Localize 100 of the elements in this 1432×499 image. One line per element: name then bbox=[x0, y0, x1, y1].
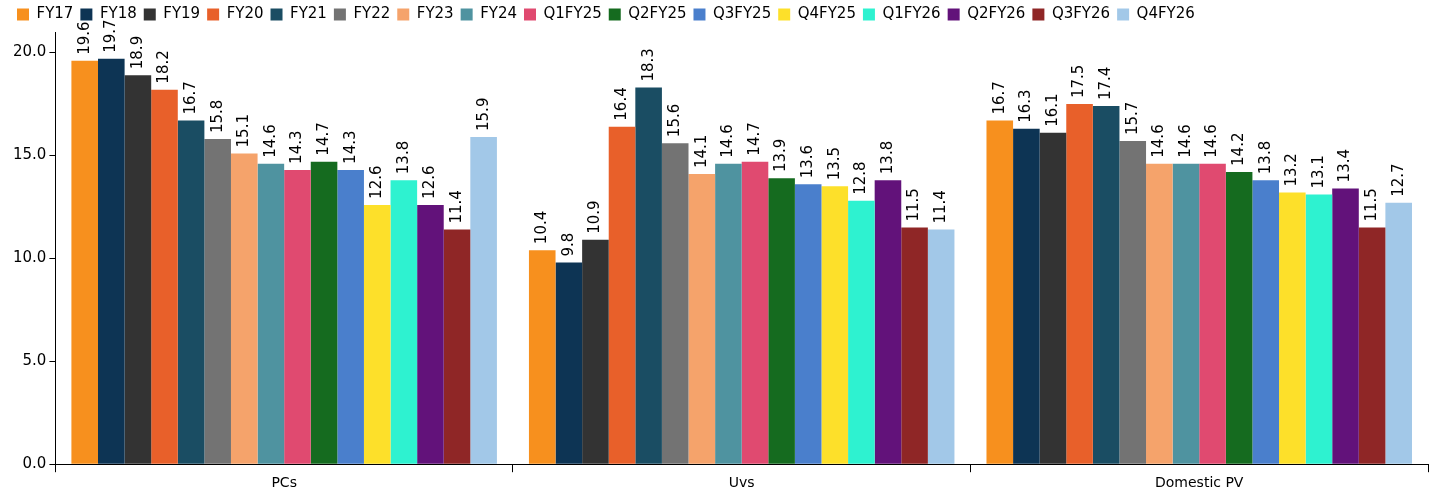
x-tick-label: Domestic PV bbox=[1155, 474, 1244, 491]
bar bbox=[177, 120, 205, 464]
legend-label: FY21 bbox=[290, 4, 327, 23]
bar bbox=[555, 262, 583, 464]
y-tick-label: 5.0 bbox=[22, 351, 47, 370]
y-tick-label: 0.0 bbox=[22, 454, 47, 473]
legend-label: FY19 bbox=[163, 4, 201, 23]
legend-label: FY22 bbox=[353, 4, 391, 23]
bar bbox=[1146, 163, 1173, 464]
bar bbox=[528, 250, 556, 464]
bar bbox=[688, 174, 716, 464]
bar bbox=[230, 153, 258, 464]
data-label: 18.9 bbox=[127, 35, 146, 70]
legend-label: Q2FY26 bbox=[967, 4, 1026, 23]
data-label: 11.5 bbox=[904, 188, 923, 222]
data-label: 13.4 bbox=[1335, 149, 1354, 183]
data-label: 13.8 bbox=[1255, 140, 1274, 175]
legend-label: Q4FY25 bbox=[797, 4, 856, 23]
bar bbox=[124, 75, 152, 464]
data-label: 15.7 bbox=[1122, 101, 1141, 136]
data-label: 18.2 bbox=[154, 50, 173, 84]
data-label: 15.6 bbox=[665, 103, 684, 138]
bar bbox=[848, 200, 875, 464]
data-label: 10.9 bbox=[585, 200, 604, 234]
bar bbox=[257, 163, 285, 464]
bar bbox=[1252, 180, 1280, 464]
bar bbox=[794, 184, 822, 464]
data-label: 11.4 bbox=[931, 190, 950, 224]
bar bbox=[986, 120, 1014, 464]
bar bbox=[284, 169, 311, 464]
bar bbox=[151, 89, 178, 464]
bar bbox=[821, 186, 849, 464]
bar bbox=[1066, 104, 1093, 464]
bar bbox=[1199, 163, 1226, 464]
data-label: 14.2 bbox=[1229, 132, 1248, 166]
bar bbox=[98, 58, 125, 464]
bar bbox=[417, 204, 444, 464]
legend-label: Q3FY26 bbox=[1051, 4, 1111, 23]
bar bbox=[204, 139, 231, 464]
legend-label: FY23 bbox=[416, 4, 454, 23]
bar bbox=[741, 161, 769, 464]
data-label: 14.6 bbox=[1202, 124, 1221, 158]
data-label: 14.3 bbox=[287, 130, 306, 164]
data-label: 14.7 bbox=[744, 122, 763, 156]
bar bbox=[71, 60, 99, 464]
legend-label: FY20 bbox=[226, 4, 264, 23]
bar bbox=[635, 87, 662, 464]
x-tick-label: PCs bbox=[271, 474, 297, 491]
data-label: 13.1 bbox=[1308, 155, 1327, 189]
legend-label: Q1FY25 bbox=[543, 4, 602, 23]
bar bbox=[1358, 227, 1386, 464]
legend-label: Q1FY26 bbox=[882, 4, 941, 23]
legend-label: Q2FY25 bbox=[628, 4, 687, 23]
bar bbox=[1385, 202, 1412, 464]
data-label: 13.5 bbox=[824, 146, 843, 181]
data-label: 15.8 bbox=[207, 99, 226, 134]
data-label: 12.6 bbox=[367, 165, 386, 199]
bar bbox=[874, 180, 902, 464]
data-label: 14.6 bbox=[1175, 124, 1194, 158]
data-label: 18.3 bbox=[638, 48, 657, 82]
bar bbox=[1279, 192, 1306, 464]
data-label: 16.1 bbox=[1042, 93, 1061, 127]
bar bbox=[608, 126, 636, 464]
data-label: 16.4 bbox=[611, 87, 630, 121]
data-label: 15.9 bbox=[473, 97, 492, 131]
bar bbox=[470, 136, 497, 464]
legend-label: FY17 bbox=[36, 4, 74, 23]
data-label: 13.8 bbox=[877, 140, 896, 175]
legend-label: FY24 bbox=[480, 4, 518, 23]
data-label: 14.6 bbox=[260, 124, 279, 158]
bar bbox=[1332, 188, 1359, 464]
data-label: 14.6 bbox=[718, 124, 737, 158]
data-label: 9.8 bbox=[558, 232, 577, 257]
bar bbox=[768, 178, 795, 464]
y-tick-label: 20.0 bbox=[12, 42, 47, 61]
data-label: 14.3 bbox=[340, 130, 359, 164]
data-label: 16.7 bbox=[989, 81, 1008, 115]
data-label: 11.5 bbox=[1361, 188, 1380, 222]
data-label: 13.9 bbox=[771, 138, 790, 173]
bar bbox=[901, 227, 928, 464]
y-tick-label: 10.0 bbox=[12, 248, 47, 267]
data-label: 13.8 bbox=[393, 140, 412, 175]
bar bbox=[582, 239, 609, 464]
data-label: 10.4 bbox=[532, 210, 551, 245]
bar bbox=[1039, 132, 1067, 464]
data-label: 15.1 bbox=[234, 114, 253, 148]
data-label: 17.4 bbox=[1096, 66, 1115, 101]
bar bbox=[1172, 163, 1200, 464]
bar bbox=[661, 143, 689, 464]
data-label: 14.1 bbox=[691, 134, 710, 169]
bar bbox=[390, 180, 418, 464]
data-label: 16.3 bbox=[1016, 89, 1035, 123]
bar bbox=[1092, 106, 1120, 464]
bar bbox=[363, 204, 391, 464]
data-label: 13.2 bbox=[1282, 153, 1301, 187]
bar bbox=[443, 229, 471, 464]
bar bbox=[1119, 141, 1147, 464]
bar bbox=[927, 229, 955, 464]
data-label: 12.8 bbox=[851, 161, 870, 195]
bar bbox=[1225, 171, 1253, 464]
